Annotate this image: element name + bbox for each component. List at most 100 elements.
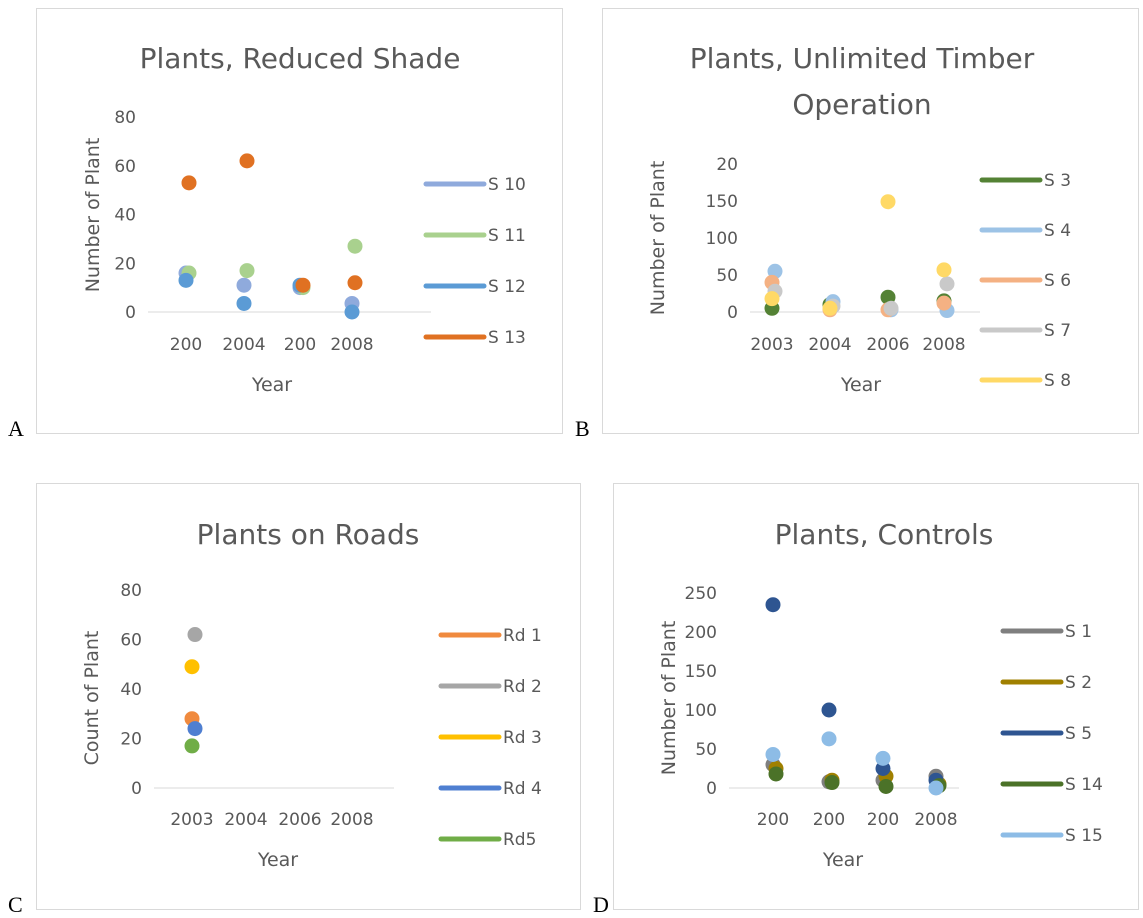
y-tick-label: 60 bbox=[114, 157, 136, 177]
x-axis-title: Year bbox=[840, 374, 881, 396]
chart-panel-a: Plants, Reduced Shade 0 20 40 60 80 200 2004 200… bbox=[82, 42, 526, 396]
legend-label: S 7 bbox=[1044, 321, 1071, 341]
y-tick-label: 0 bbox=[727, 303, 738, 323]
x-tick-label: 2008 bbox=[330, 810, 373, 830]
x-tick-label: 2003 bbox=[750, 335, 793, 355]
y-tick-label: 40 bbox=[114, 206, 136, 226]
chart-panel-a-frame bbox=[36, 8, 563, 434]
data-point-s13 bbox=[239, 153, 255, 169]
legend-label: Rd5 bbox=[503, 830, 536, 850]
legend-label: S 14 bbox=[1065, 775, 1103, 795]
y-tick-label: 0 bbox=[131, 779, 142, 799]
y-tick-label: 100 bbox=[685, 701, 717, 721]
y-tick-label: 0 bbox=[125, 303, 136, 323]
data-point-s11 bbox=[239, 263, 255, 279]
legend-label: S 15 bbox=[1065, 826, 1103, 846]
chart-title-line: Plants, Unlimited Timber bbox=[690, 42, 1035, 75]
data-point-s12 bbox=[236, 295, 252, 311]
data-point-s13 bbox=[181, 175, 197, 191]
legend-label: S 11 bbox=[488, 226, 526, 246]
data-point-s12 bbox=[178, 272, 194, 288]
legend-label: Rd 3 bbox=[503, 728, 542, 748]
data-point-rd2 bbox=[187, 627, 203, 643]
data-point-s6 bbox=[936, 295, 952, 311]
data-point-s8 bbox=[936, 262, 952, 278]
y-tick-label: 250 bbox=[685, 584, 717, 604]
x-tick-label: 2004 bbox=[808, 335, 851, 355]
legend-label: S 13 bbox=[488, 328, 526, 348]
data-point-s12 bbox=[344, 304, 360, 320]
y-tick-label: 150 bbox=[685, 662, 717, 682]
panel-letter-b: B bbox=[575, 416, 590, 441]
chart-title-line: Plants, Controls bbox=[775, 518, 994, 551]
data-point-s11 bbox=[347, 238, 363, 254]
panel-letter-d: D bbox=[593, 892, 609, 917]
legend-label: S 6 bbox=[1044, 271, 1071, 291]
chart-title-line: Operation bbox=[792, 88, 931, 121]
legend-label: S 10 bbox=[488, 175, 526, 195]
data-point-rd5 bbox=[184, 738, 200, 754]
data-point-s8 bbox=[764, 291, 780, 307]
x-axis-title: Year bbox=[257, 849, 298, 871]
chart-panel-b-frame bbox=[602, 8, 1139, 434]
legend-label: S 2 bbox=[1065, 673, 1092, 693]
x-tick-label: 2006 bbox=[866, 335, 909, 355]
y-tick-label: 100 bbox=[706, 229, 738, 249]
y-tick-label: 50 bbox=[716, 266, 738, 286]
chart-panel-b: Plants, Unlimited Timber Operation 0 50 100 1… bbox=[647, 42, 1071, 396]
data-point-s15 bbox=[928, 780, 944, 796]
data-point-s14 bbox=[824, 775, 840, 791]
legend-label: S 3 bbox=[1044, 171, 1071, 191]
chart-panel-c: Plants on Roads 0 20 40 60 80 2003 2004 2006 2008… bbox=[81, 518, 542, 871]
y-tick-label: 150 bbox=[706, 192, 738, 212]
data-point-s15 bbox=[821, 731, 837, 747]
chart-panel-d-frame bbox=[613, 483, 1139, 910]
data-point-s15 bbox=[875, 750, 891, 766]
y-tick-label: 50 bbox=[695, 740, 717, 760]
legend-label: S 5 bbox=[1065, 724, 1092, 744]
legend-label: S 1 bbox=[1065, 622, 1092, 642]
x-tick-label: 2006 bbox=[278, 810, 321, 830]
y-axis-title: Number of Plant bbox=[82, 138, 104, 293]
data-point-s14 bbox=[768, 766, 784, 782]
y-tick-label: 200 bbox=[685, 623, 717, 643]
y-tick-label: 80 bbox=[120, 581, 142, 601]
data-point-rd3 bbox=[184, 659, 200, 675]
y-tick-label: 20 bbox=[120, 730, 142, 750]
x-tick-label: 2008 bbox=[330, 335, 373, 355]
legend-label: S 8 bbox=[1044, 371, 1071, 391]
y-axis-title: Number of Plant bbox=[658, 621, 680, 776]
data-point-s10 bbox=[236, 277, 252, 293]
data-point-s8 bbox=[822, 300, 838, 316]
y-tick-label: 20 bbox=[716, 155, 738, 175]
y-tick-label: 0 bbox=[706, 779, 717, 799]
data-point-s13 bbox=[347, 275, 363, 291]
legend-label: Rd 1 bbox=[503, 626, 542, 646]
legend-label: Rd 2 bbox=[503, 677, 542, 697]
x-axis-title: Year bbox=[251, 374, 292, 396]
y-tick-label: 80 bbox=[114, 108, 136, 128]
data-point-s7 bbox=[939, 276, 955, 292]
legend-label: Rd 4 bbox=[503, 779, 542, 799]
y-tick-label: 60 bbox=[120, 631, 142, 651]
data-point-rd4 bbox=[187, 721, 203, 737]
panel-letter-c: C bbox=[8, 892, 23, 917]
x-axis-title: Year bbox=[822, 849, 863, 871]
y-tick-label: 20 bbox=[114, 254, 136, 274]
x-tick-label: 2004 bbox=[224, 810, 267, 830]
chart-title-line: Plants, Reduced Shade bbox=[140, 42, 461, 75]
legend-label: S 4 bbox=[1044, 221, 1071, 241]
legend-label: S 12 bbox=[488, 277, 526, 297]
data-point-s8 bbox=[880, 194, 896, 210]
x-tick-label: 2004 bbox=[222, 335, 265, 355]
chart-panel-d: Plants, Controls 0 50 100 150 200 250 200 200 200… bbox=[658, 518, 1103, 871]
chart-title-line: Plants on Roads bbox=[197, 518, 420, 551]
x-tick-label: 200 bbox=[170, 335, 202, 355]
panel-letter-a: A bbox=[8, 416, 24, 441]
data-point-s15 bbox=[765, 746, 781, 762]
x-tick-label: 200 bbox=[757, 810, 789, 830]
x-tick-label: 2003 bbox=[170, 810, 213, 830]
x-tick-label: 2008 bbox=[914, 810, 957, 830]
y-tick-label: 40 bbox=[120, 680, 142, 700]
data-point-s13 bbox=[295, 277, 311, 293]
